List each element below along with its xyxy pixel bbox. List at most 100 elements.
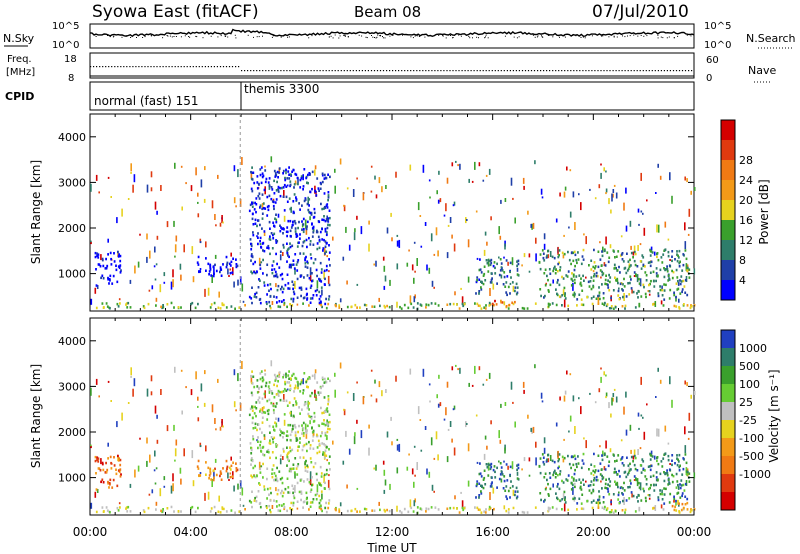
velocity-echo-cell (684, 445, 687, 454)
velocity-echo-cell (263, 392, 266, 396)
power-echo-cell (209, 306, 212, 309)
velocity-echo-cell (119, 506, 121, 509)
velocity-echo-cell (543, 476, 546, 479)
velocity-echo-cell (605, 374, 607, 377)
velocity-echo-cell (112, 478, 115, 482)
power-echo-cell (90, 298, 93, 305)
velocity-echo-cell (259, 444, 261, 447)
velocity-echo-cell (327, 377, 329, 380)
power-echo-cell (523, 307, 526, 310)
power-echo-cell (305, 293, 308, 297)
velocity-echo-cell (292, 463, 295, 466)
power-echo-cell (547, 249, 550, 253)
power-echo-cell (281, 277, 284, 281)
velocity-echo-cell (649, 453, 652, 457)
noise-search-point (548, 35, 550, 36)
velocity-echo-cell (302, 500, 305, 504)
power-echo-cell (269, 304, 271, 308)
power-echo-cell (523, 253, 526, 258)
velocity-echo-cell (503, 479, 506, 483)
power-echo-cell (208, 273, 210, 276)
noise-search-point (624, 36, 626, 38)
velocity-echo-cell (215, 428, 217, 431)
power-echo-cell (677, 281, 680, 286)
power-echo-cell (553, 265, 556, 269)
velocity-echo-cell (669, 376, 671, 385)
power-echo-cell (620, 235, 623, 238)
power-echo-cell (278, 167, 281, 174)
power-echo-cell (319, 187, 322, 190)
velocity-echo-cell (559, 396, 561, 401)
velocity-colorbar-segment (721, 330, 735, 348)
power-echo-cell (388, 305, 391, 309)
power-echo-cell (239, 276, 242, 285)
power-echo-cell (295, 263, 298, 266)
power-echo-cell (676, 253, 678, 256)
velocity-echo-cell (252, 466, 255, 470)
velocity-echo-cell (113, 464, 116, 467)
velocity-echo-cell (572, 479, 575, 482)
power-echo-cell (275, 198, 278, 201)
power-echo-cell (313, 211, 316, 215)
velocity-echo-cell (430, 437, 433, 446)
velocity-echo-cell (383, 489, 386, 494)
power-echo-cell (318, 246, 321, 250)
power-echo-cell (606, 303, 609, 306)
freq-point (455, 70, 457, 72)
noise-search-point (627, 35, 628, 37)
noise-search-point (552, 36, 554, 38)
power-echo-cell (403, 303, 406, 307)
power-echo-cell (668, 278, 671, 281)
power-echo-cell (220, 274, 223, 277)
velocity-echo-cell (677, 491, 680, 495)
velocity-echo-cell (594, 471, 596, 474)
power-echo-cell (241, 157, 243, 165)
velocity-echo-cell (320, 475, 323, 478)
velocity-echo-cell (624, 508, 627, 512)
velocity-echo-cell (577, 455, 579, 458)
velocity-echo-cell (292, 427, 294, 430)
power-echo-cell (293, 220, 296, 223)
velocity-echo-cell (416, 462, 418, 470)
power-echo-cell (655, 267, 658, 270)
power-echo-cell (279, 229, 282, 233)
power-colorbar-segment (721, 240, 735, 260)
power-echo-cell (334, 185, 336, 194)
power-echo-cell (292, 168, 295, 172)
velocity-echo-cell (639, 464, 642, 467)
velocity-echo-cell (676, 457, 678, 460)
velocity-echo-cell (605, 396, 607, 399)
velocity-echo-cell (266, 418, 269, 421)
noise-search-point (328, 36, 330, 38)
velocity-echo-cell (530, 427, 532, 432)
power-echo-cell (251, 255, 254, 259)
velocity-echo-cell (308, 402, 311, 405)
power-ytick-label: 4000 (58, 131, 86, 144)
velocity-echo-cell (282, 399, 285, 402)
velocity-echo-cell (322, 451, 325, 454)
velocity-echo-cell (259, 408, 262, 411)
power-echo-cell (259, 301, 262, 305)
power-echo-cell (602, 246, 604, 253)
velocity-echo-cell (643, 489, 645, 493)
noise-search-point (518, 36, 520, 38)
power-echo-cell (478, 292, 480, 295)
power-echo-cell (328, 216, 331, 220)
velocity-echo-cell (260, 450, 263, 453)
power-echo-cell (155, 297, 158, 302)
noise-search-point (150, 35, 152, 36)
velocity-echo-cell (601, 487, 603, 490)
velocity-echo-cell (250, 448, 253, 452)
power-echo-cell (334, 168, 336, 173)
power-echo-cell (617, 289, 620, 293)
power-echo-cell (458, 307, 461, 310)
power-echo-cell (329, 264, 331, 267)
power-echo-cell (296, 176, 299, 180)
noise-search-point (371, 35, 372, 36)
noise-search-point (136, 37, 137, 38)
power-echo-cell (685, 257, 688, 261)
velocity-echo-cell (609, 448, 612, 453)
velocity-echo-cell (268, 381, 271, 384)
velocity-echo-cell (564, 496, 566, 499)
power-echo-cell (254, 271, 257, 275)
